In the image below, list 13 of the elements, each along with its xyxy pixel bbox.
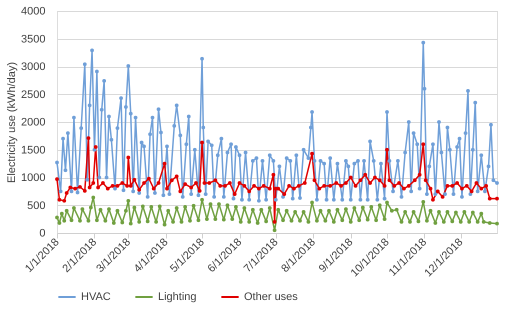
legend-label: HVAC (81, 291, 111, 303)
legend-label: Other uses (244, 291, 298, 303)
y-tick-label: 2500 (21, 88, 46, 101)
y-tick-label: 3500 (21, 33, 46, 46)
y-tick-label: 4000 (21, 6, 46, 18)
y-tick-label: 3000 (21, 61, 46, 73)
y-tick-label: 1500 (21, 144, 46, 156)
y-tick-label: 500 (27, 200, 46, 212)
y-tick-label: 0 (39, 228, 46, 240)
legend-label: Lighting (158, 291, 197, 303)
y-axis-title: Electricity use (kWh/day) (6, 62, 18, 184)
y-tick-label: 2000 (21, 116, 46, 128)
y-tick-label: 1000 (21, 172, 46, 184)
